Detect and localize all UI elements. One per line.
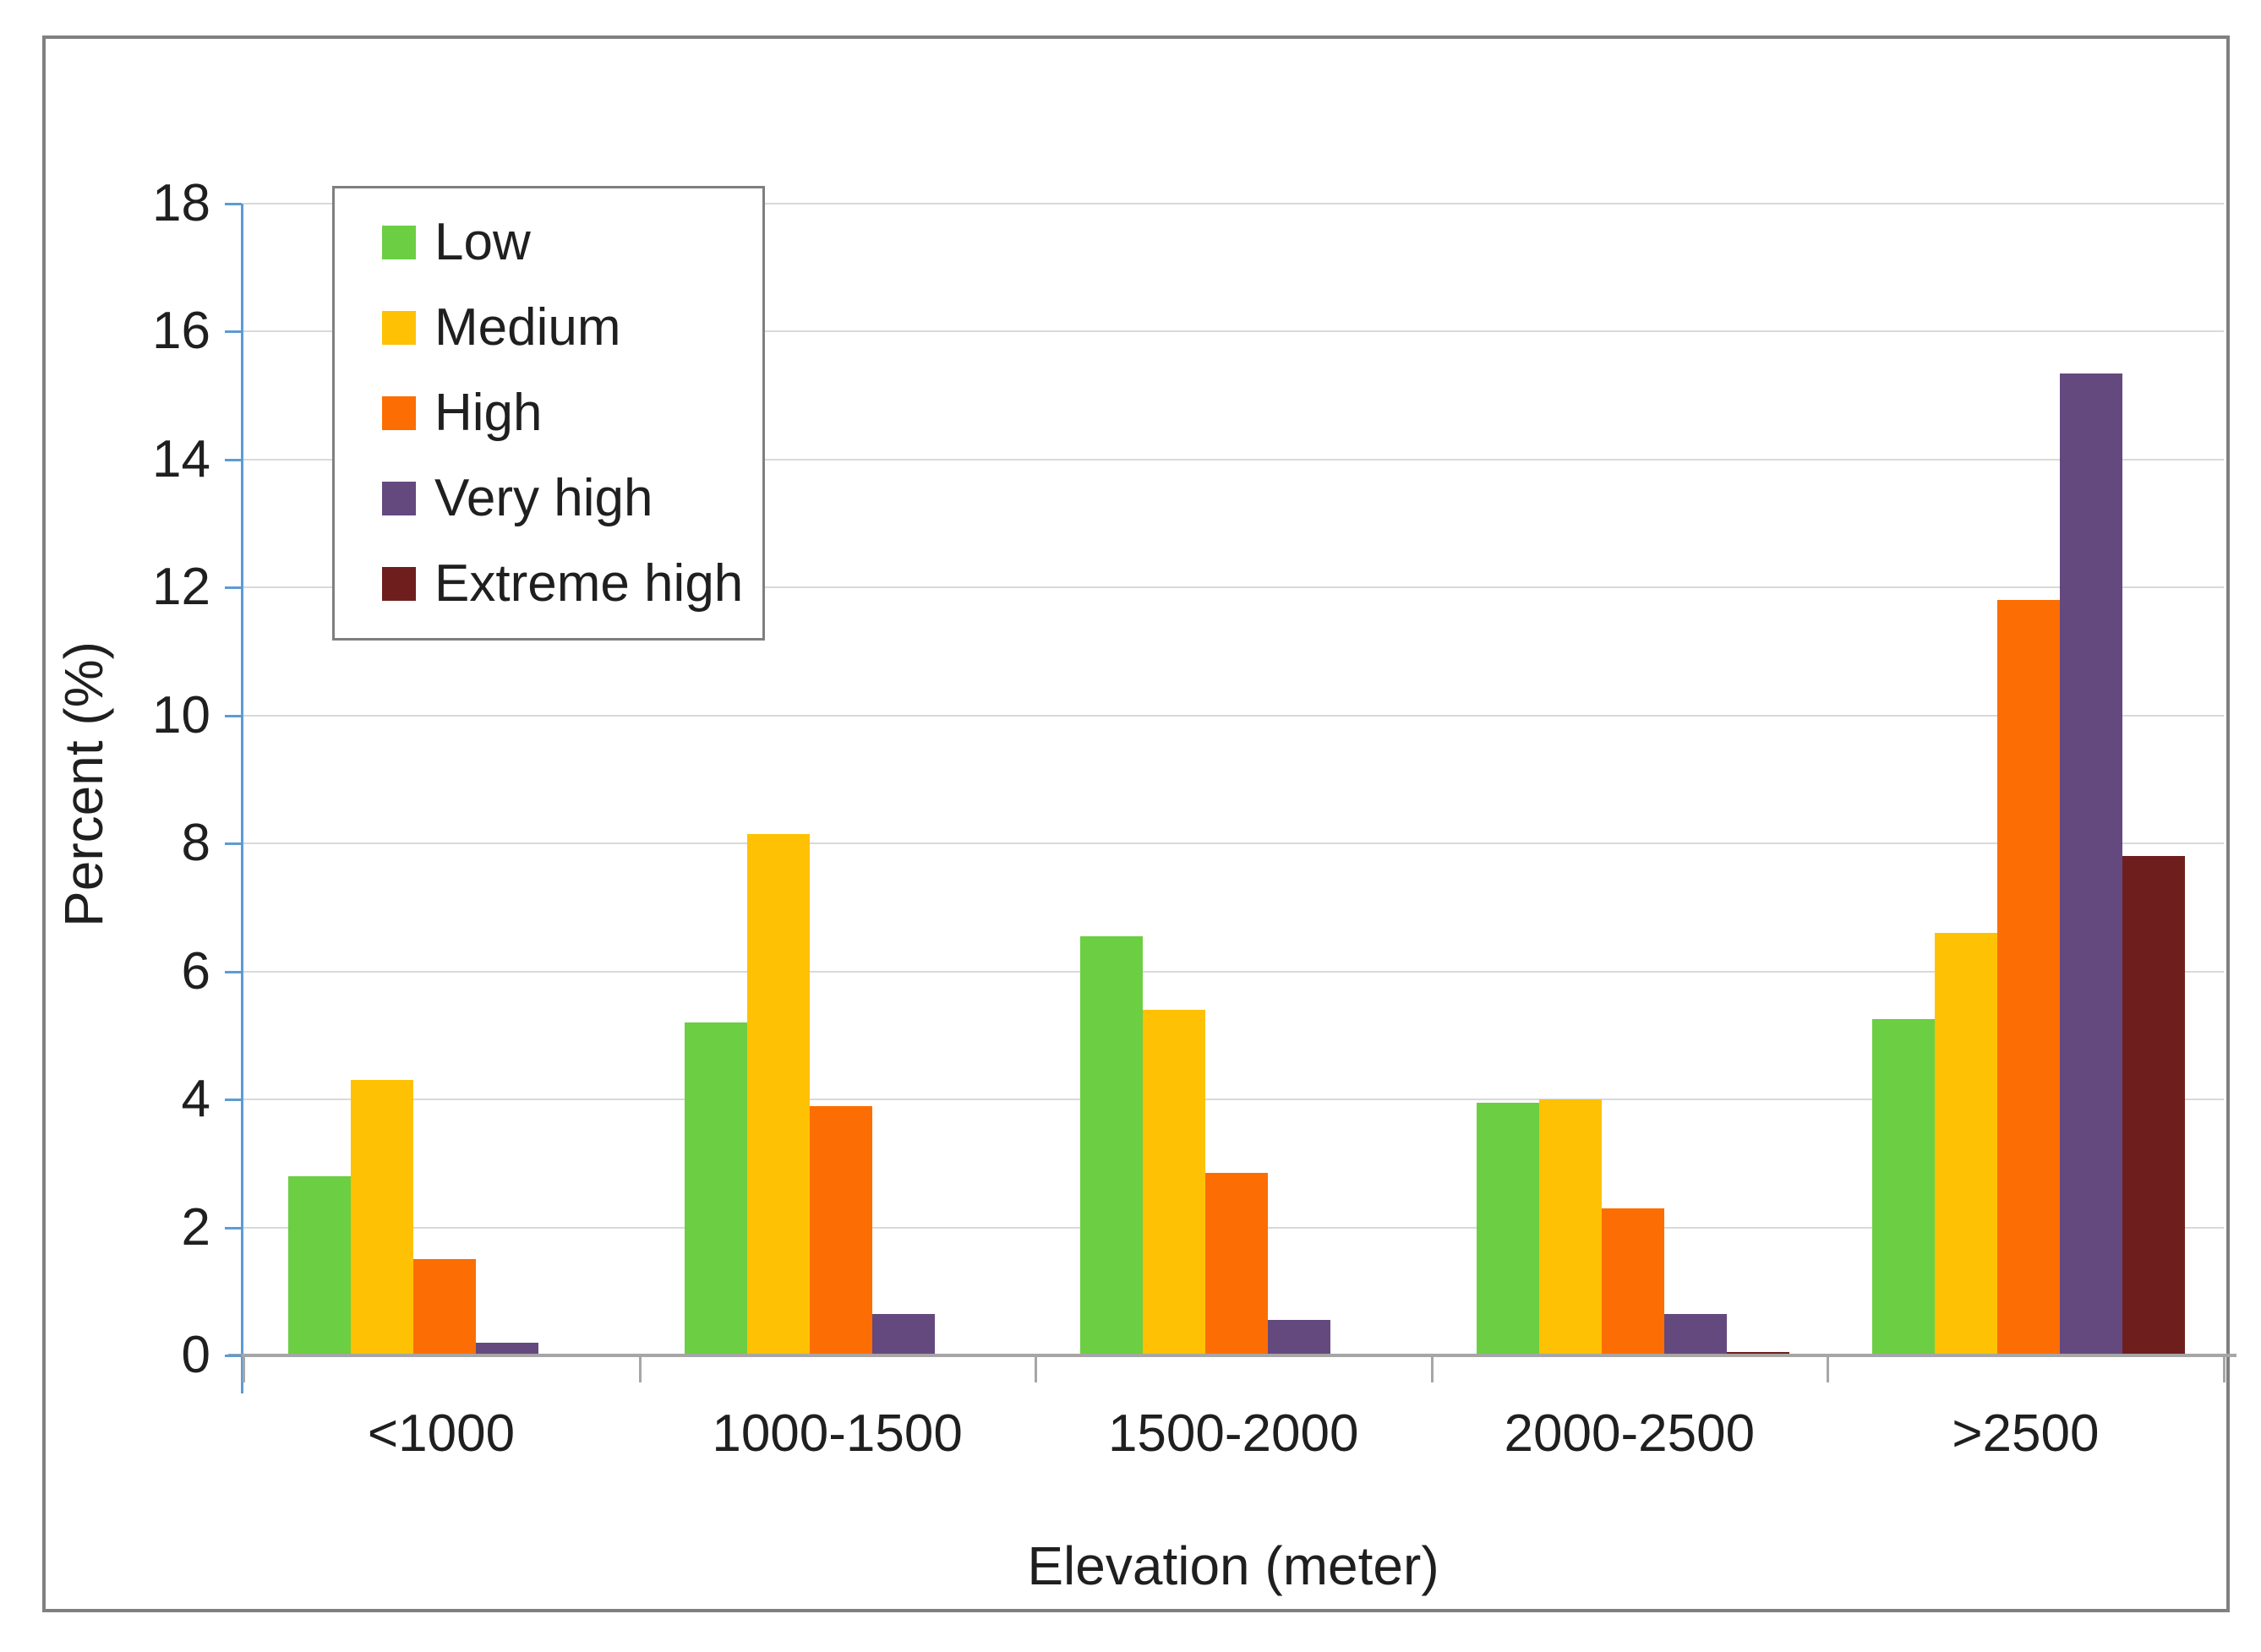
- x-axis-tick-4: [1827, 1357, 1830, 1382]
- x-category-label-1000: <1000: [367, 1404, 516, 1463]
- bar-medium-2500: [1935, 933, 1998, 1355]
- bar-low-1000: [288, 1175, 351, 1355]
- bar-very-high-1000: [476, 1342, 538, 1355]
- legend-swatch-low: [382, 226, 416, 260]
- bar-low-2000-2500: [1476, 1102, 1539, 1355]
- legend-swatch-medium: [382, 311, 416, 346]
- chart-frame: Percent (%) Elevation (meter) Low Medium H…: [42, 35, 2236, 1612]
- y-tick-label-12: 12: [152, 558, 210, 617]
- legend: Low Medium High Very high Extreme high: [332, 186, 765, 641]
- legend-swatch-very-high: [382, 481, 416, 515]
- legend-item-high: High: [382, 383, 762, 442]
- bar-very-high-1000-1500: [871, 1313, 935, 1355]
- bar-extreme-high-2500: [2122, 856, 2186, 1355]
- y-tick-label-14: 14: [152, 429, 210, 488]
- legend-item-medium: Medium: [382, 302, 762, 354]
- legend-label-very-high: Very high: [434, 468, 653, 527]
- y-axis-tick-2: [225, 1226, 242, 1229]
- x-category-label-1500-2000: 1500-2000: [1107, 1404, 1359, 1463]
- bar-very-high-2500: [2060, 373, 2123, 1355]
- bar-low-1000-1500: [684, 1022, 747, 1355]
- gridline-6: [243, 970, 2224, 973]
- gridline-16: [243, 330, 2224, 333]
- legend-label-medium: Medium: [434, 298, 621, 357]
- bar-medium-1500-2000: [1143, 1010, 1206, 1355]
- legend-label-low: Low: [434, 213, 531, 272]
- y-tick-label-2: 2: [181, 1197, 210, 1257]
- bar-medium-1000-1500: [746, 833, 810, 1355]
- y-axis-tick-12: [225, 586, 242, 590]
- y-tick-label-6: 6: [181, 941, 210, 1000]
- plot-area: [243, 203, 2224, 1355]
- gridline-18: [243, 203, 2224, 204]
- y-axis-title: Percent (%): [53, 641, 114, 927]
- bar-high-1000: [413, 1259, 476, 1355]
- legend-label-high: High: [434, 383, 543, 442]
- legend-swatch-extreme-high: [382, 566, 416, 601]
- gridline-12: [243, 586, 2224, 589]
- bar-medium-1000: [351, 1080, 413, 1355]
- gridline-10: [243, 714, 2224, 717]
- bar-high-2500: [1997, 600, 2061, 1355]
- bar-low-1500-2000: [1080, 936, 1144, 1355]
- legend-swatch-high: [382, 395, 416, 430]
- legend-item-extreme-high: Extreme high: [382, 553, 762, 613]
- y-tick-label-18: 18: [152, 174, 210, 232]
- bar-chart: Percent (%) Elevation (meter) Low Medium H…: [3, 3, 2261, 1652]
- bar-very-high-2000-2500: [1663, 1313, 1727, 1355]
- bar-high-1000-1500: [809, 1105, 872, 1355]
- y-tick-label-16: 16: [152, 302, 210, 361]
- x-axis-line: [228, 1354, 2236, 1357]
- y-axis-tick-8: [225, 842, 242, 846]
- y-tick-label-8: 8: [181, 814, 210, 873]
- bar-low-2500: [1872, 1019, 1936, 1355]
- y-axis-tick-4: [225, 1099, 242, 1102]
- y-axis-tick-18: [225, 203, 242, 205]
- legend-item-very-high: Very high: [382, 472, 762, 525]
- y-axis-tick-0: [225, 1355, 242, 1357]
- x-axis-tick-5: [2223, 1357, 2226, 1382]
- y-axis-line: [241, 204, 243, 1393]
- gridline-8: [243, 842, 2224, 845]
- x-axis-tick-0: [243, 1357, 245, 1382]
- legend-item-low: Low: [382, 216, 762, 269]
- x-axis-tick-2: [1035, 1357, 1038, 1382]
- x-axis-tick-3: [1430, 1357, 1434, 1382]
- y-axis-tick-14: [225, 458, 242, 461]
- x-axis-title: Elevation (meter): [1027, 1535, 1439, 1596]
- bar-high-2000-2500: [1601, 1208, 1664, 1355]
- x-category-label-1000-1500: 1000-1500: [712, 1404, 963, 1463]
- x-category-label-2500: >2500: [1952, 1404, 2100, 1463]
- bar-very-high-1500-2000: [1268, 1320, 1331, 1355]
- gridline-14: [243, 458, 2224, 461]
- legend-label-extreme-high: Extreme high: [434, 553, 744, 613]
- y-axis-tick-10: [225, 714, 242, 717]
- y-tick-label-10: 10: [152, 685, 210, 744]
- y-tick-label-4: 4: [181, 1070, 210, 1129]
- y-tick-label-0: 0: [181, 1326, 210, 1384]
- x-axis-tick-1: [638, 1357, 642, 1382]
- bar-high-1500-2000: [1205, 1173, 1269, 1355]
- y-axis-tick-6: [225, 970, 242, 973]
- y-axis-tick-16: [225, 330, 242, 334]
- gridline-4: [243, 1099, 2224, 1101]
- bar-medium-2000-2500: [1538, 1099, 1602, 1355]
- x-category-label-2000-2500: 2000-2500: [1504, 1404, 1756, 1463]
